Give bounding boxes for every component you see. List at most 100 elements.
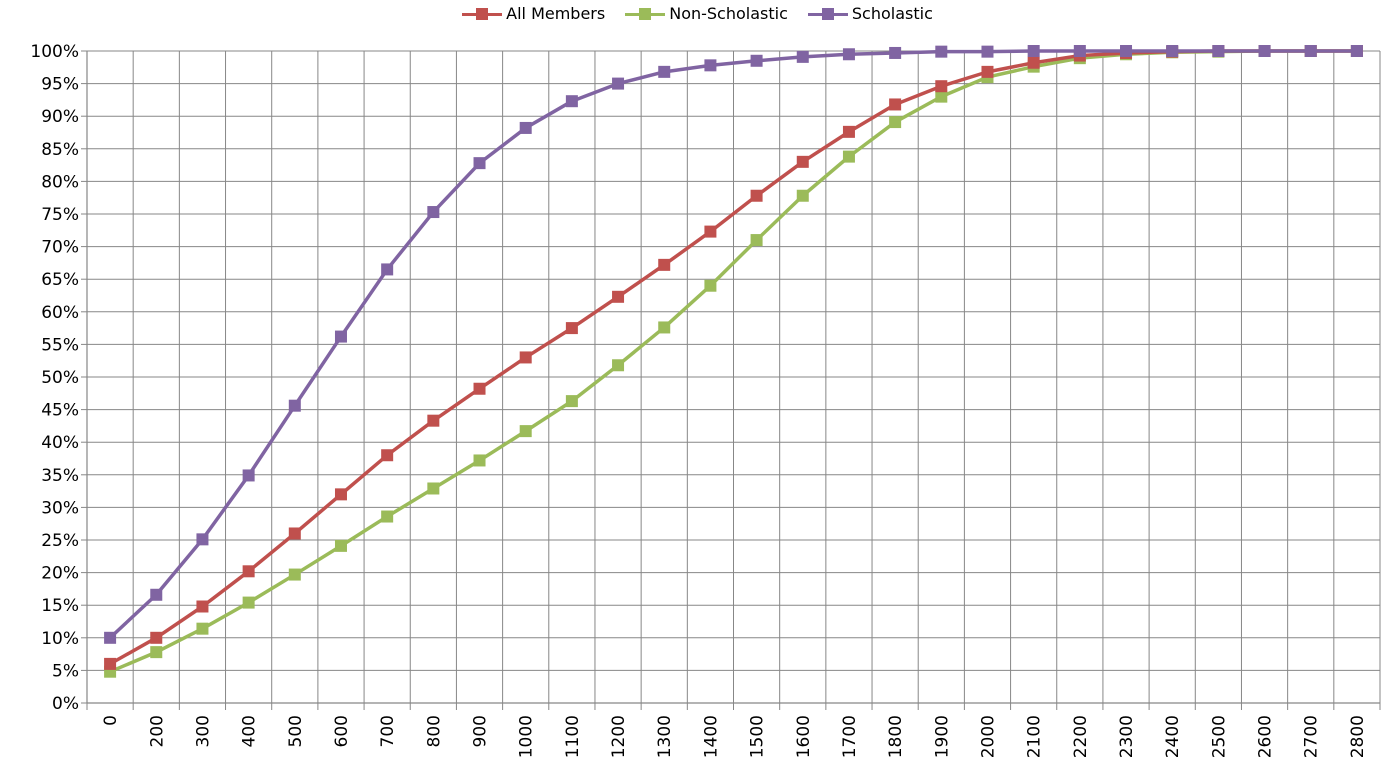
- x-tick-label: 1900: [932, 715, 952, 758]
- x-tick-label: 800: [424, 715, 444, 747]
- x-tick-label: 1300: [655, 715, 675, 758]
- data-point-all-members: [612, 290, 625, 303]
- y-tick-labels: 0% 5% 10% 15% 20% 25% 30% 35% 40% 45% 50% 55% 60% 65%…: [30, 42, 79, 714]
- data-point-all-members: [750, 189, 763, 202]
- data-point-non-scholastic: [704, 279, 717, 292]
- x-tick-label: 2800: [1348, 715, 1368, 758]
- axes: [81, 50, 1380, 704]
- y-tick-label: 50%: [41, 368, 79, 388]
- data-point-scholastic: [288, 399, 301, 412]
- y-tick-label: 10%: [41, 629, 79, 649]
- x-tick-label: 2500: [1209, 715, 1229, 758]
- data-point-all-members: [150, 631, 163, 644]
- data-point-non-scholastic: [334, 539, 347, 552]
- y-tick-label: 5%: [52, 661, 79, 681]
- x-tick-label: 2000: [978, 715, 998, 758]
- data-point-all-members: [935, 80, 948, 93]
- y-tick-label: 80%: [41, 172, 79, 192]
- data-point-all-members: [427, 414, 440, 427]
- data-point-non-scholastic: [889, 116, 902, 129]
- y-tick-label: 20%: [41, 564, 79, 584]
- x-tick-label: 300: [193, 715, 213, 747]
- x-tick-label: 2600: [1256, 715, 1276, 758]
- x-tick-label: 1600: [794, 715, 814, 758]
- data-point-non-scholastic: [381, 510, 394, 523]
- x-tick-labels: 0 200 300 400 500 600 700 800 900 1000 1100 1200 130…: [101, 715, 1368, 758]
- x-tick-label: 1400: [701, 715, 721, 758]
- series-scholastic: [104, 45, 1363, 644]
- y-tick-label: 25%: [41, 531, 79, 551]
- legend-swatch-non-scholastic: [625, 7, 666, 21]
- legend-marker-scholastic: [821, 7, 834, 20]
- y-tick-label: 95%: [41, 75, 79, 95]
- series: [104, 45, 1363, 678]
- data-point-scholastic: [1258, 45, 1271, 57]
- data-point-all-members: [334, 488, 347, 501]
- x-tick-label: 1700: [840, 715, 860, 758]
- data-point-non-scholastic: [196, 622, 209, 635]
- x-tick-label: 2100: [1025, 715, 1045, 758]
- data-point-all-members: [196, 600, 209, 613]
- y-tick-label: 85%: [41, 140, 79, 160]
- x-tick-label: 200: [147, 715, 167, 747]
- data-point-all-members: [565, 322, 578, 335]
- data-point-all-members: [1027, 56, 1040, 69]
- data-point-non-scholastic: [150, 646, 163, 659]
- x-tick-label: 1000: [517, 715, 537, 758]
- x-tick-label: 2200: [1071, 715, 1091, 758]
- data-point-scholastic: [1120, 45, 1133, 57]
- x-tick-label: 2700: [1302, 715, 1322, 758]
- data-point-non-scholastic: [242, 596, 255, 609]
- y-tick-label: 65%: [41, 270, 79, 290]
- data-point-all-members: [519, 351, 532, 364]
- y-tick-label: 35%: [41, 466, 79, 486]
- data-point-scholastic: [1073, 45, 1086, 57]
- x-tick-label: 900: [471, 715, 491, 747]
- data-point-scholastic: [1304, 45, 1317, 57]
- data-point-non-scholastic: [473, 454, 486, 467]
- data-point-scholastic: [889, 46, 902, 59]
- legend-item-scholastic: Scholastic: [807, 4, 933, 23]
- data-point-non-scholastic: [750, 234, 763, 247]
- data-point-scholastic: [334, 330, 347, 343]
- legend-item-all-members: All Members: [462, 4, 605, 23]
- data-point-scholastic: [796, 50, 809, 63]
- legend: All Members Non-Scholastic Scholastic: [0, 4, 1395, 23]
- data-point-scholastic: [473, 157, 486, 170]
- legend-label-non-scholastic: Non-Scholastic: [669, 4, 788, 23]
- data-point-non-scholastic: [612, 359, 625, 372]
- data-point-scholastic: [1166, 45, 1179, 57]
- data-point-all-members: [842, 125, 855, 138]
- data-point-scholastic: [565, 95, 578, 108]
- data-point-all-members: [658, 258, 671, 271]
- x-tick-label: 1500: [748, 715, 768, 758]
- data-point-non-scholastic: [935, 90, 948, 103]
- y-tick-label: 45%: [41, 401, 79, 421]
- grid: [86, 50, 1381, 710]
- legend-swatch-all-members: [462, 7, 503, 21]
- legend-marker-non-scholastic: [639, 7, 652, 20]
- y-tick-label: 90%: [41, 107, 79, 127]
- data-point-non-scholastic: [796, 189, 809, 202]
- data-point-all-members: [473, 382, 486, 395]
- y-tick-label: 70%: [41, 238, 79, 258]
- data-point-scholastic: [196, 533, 209, 546]
- data-point-all-members: [288, 527, 301, 540]
- data-point-non-scholastic: [842, 150, 855, 163]
- x-tick-label: 700: [378, 715, 398, 747]
- data-point-all-members: [242, 565, 255, 578]
- data-point-scholastic: [427, 206, 440, 219]
- x-tick-label: 600: [332, 715, 352, 747]
- data-point-scholastic: [381, 263, 394, 276]
- data-point-scholastic: [704, 59, 717, 72]
- data-point-scholastic: [1027, 45, 1040, 57]
- x-tick-label: 1100: [563, 715, 583, 758]
- data-point-scholastic: [658, 65, 671, 78]
- y-tick-label: 0%: [52, 694, 79, 714]
- data-point-non-scholastic: [427, 482, 440, 495]
- y-tick-label: 75%: [41, 205, 79, 225]
- x-tick-label: 500: [286, 715, 306, 747]
- y-tick-label: 60%: [41, 303, 79, 323]
